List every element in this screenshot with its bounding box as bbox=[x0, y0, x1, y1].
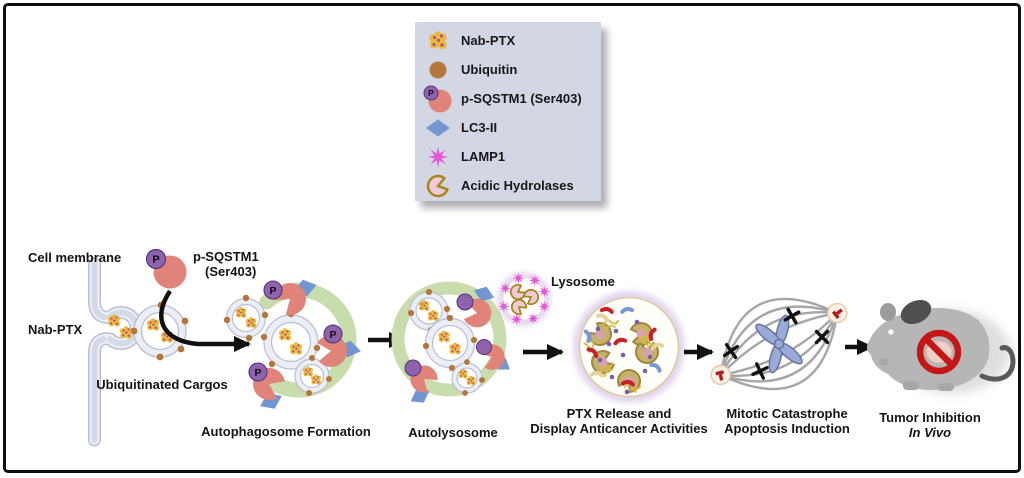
cell-membrane-graphic bbox=[88, 257, 143, 447]
released-dots bbox=[595, 319, 653, 395]
p-sqstm1-icon: P bbox=[145, 248, 187, 289]
nab-ptx-icon bbox=[415, 27, 461, 55]
prohibition-icon bbox=[916, 329, 962, 375]
mouse-ear-small bbox=[880, 303, 896, 321]
autolysosome-graphic bbox=[391, 281, 514, 409]
legend-item-acidic-hydrolases: Acidic Hydrolases bbox=[415, 171, 601, 200]
lysosome-label: Lysosome bbox=[551, 274, 615, 289]
legend-item-nab-ptx: Nab-PTX bbox=[415, 26, 601, 55]
sqstm1-lc3-complex bbox=[476, 339, 514, 376]
p-sqstm1-icon: P bbox=[415, 84, 461, 114]
mouse-eye bbox=[888, 329, 894, 335]
mouse-graphic bbox=[866, 299, 1016, 394]
lysosome-graphic bbox=[497, 272, 551, 326]
acidic-hydrolases-icon bbox=[415, 172, 461, 200]
cell-membrane-label: Cell membrane bbox=[28, 250, 122, 265]
phospho-p-label: P bbox=[152, 254, 159, 266]
legend-label: Ubiquitin bbox=[461, 62, 518, 77]
mouse-foot bbox=[938, 383, 954, 391]
svg-text:P: P bbox=[254, 367, 261, 379]
legend-label: LAMP1 bbox=[461, 149, 506, 164]
autophagosome-graphic: P P P bbox=[223, 276, 363, 414]
chromosome bbox=[755, 314, 803, 374]
legend-label: Nab-PTX bbox=[461, 33, 516, 48]
mouse-ear bbox=[900, 299, 932, 325]
sqstm1-lc3-complex bbox=[404, 359, 442, 409]
autophagosome-formation-label: Autophagosome Formation bbox=[201, 424, 371, 439]
svg-text:P: P bbox=[428, 88, 434, 98]
mouse-paw bbox=[879, 358, 889, 366]
legend-item-p-sqstm1: P p-SQSTM1 (Ser403) bbox=[415, 84, 601, 113]
p-sqstm1-label: p-SQSTM1 (Ser403) bbox=[193, 249, 259, 279]
lamp1-icon bbox=[415, 143, 461, 171]
ubiquitin-icon bbox=[415, 56, 461, 84]
nab-ptx-particle bbox=[119, 326, 133, 339]
nab-ptx-label: Nab-PTX bbox=[28, 322, 83, 337]
legend-item-lc3-ii: LC3-II bbox=[415, 113, 601, 142]
sqstm1-lc3-complex bbox=[456, 283, 497, 330]
autolysosome-label: Autolysosome bbox=[408, 425, 498, 440]
mouse-foot bbox=[903, 381, 919, 390]
svg-text:P: P bbox=[329, 329, 336, 341]
legend-label: Acidic Hydrolases bbox=[461, 178, 574, 193]
centrosome bbox=[827, 302, 848, 324]
legend-item-lamp1: LAMP1 bbox=[415, 142, 601, 171]
ptx-release-graphic bbox=[573, 291, 685, 403]
mitotic-spindle-graphic bbox=[710, 297, 848, 391]
sqstm1-lc3-complex: P bbox=[263, 276, 319, 320]
tumor-inhibition-label: Tumor Inhibition In Vivo bbox=[879, 410, 981, 440]
legend-label: p-SQSTM1 (Ser403) bbox=[461, 91, 582, 106]
sqstm1-lc3-complex: P bbox=[316, 324, 363, 369]
ubiquitinated-cargos-label: Ubiquitinated Cargos bbox=[96, 377, 228, 392]
mouse-tail bbox=[979, 345, 1016, 382]
figure-border bbox=[3, 3, 1021, 473]
svg-text:P: P bbox=[269, 285, 276, 297]
activation-arrow bbox=[159, 289, 251, 352]
catastrophe-x-marks bbox=[722, 307, 830, 380]
legend-box: Nab-PTX Ubiquitin P p-SQSTM1 (Ser403) LC… bbox=[415, 22, 601, 201]
legend-item-ubiquitin: Ubiquitin bbox=[415, 55, 601, 84]
legend-label: LC3-II bbox=[461, 120, 498, 135]
ubiquitinated-cargo-vesicle bbox=[130, 301, 189, 361]
ptx-release-label: PTX Release and Display Anticancer Activ… bbox=[530, 406, 708, 436]
lc3-ii-icon bbox=[415, 114, 461, 142]
centrosome bbox=[710, 364, 731, 386]
mitotic-catastrophe-label: Mitotic Catastrophe Apoptosis Induction bbox=[724, 406, 850, 436]
sqstm1-lc3-complex: P bbox=[247, 362, 288, 414]
